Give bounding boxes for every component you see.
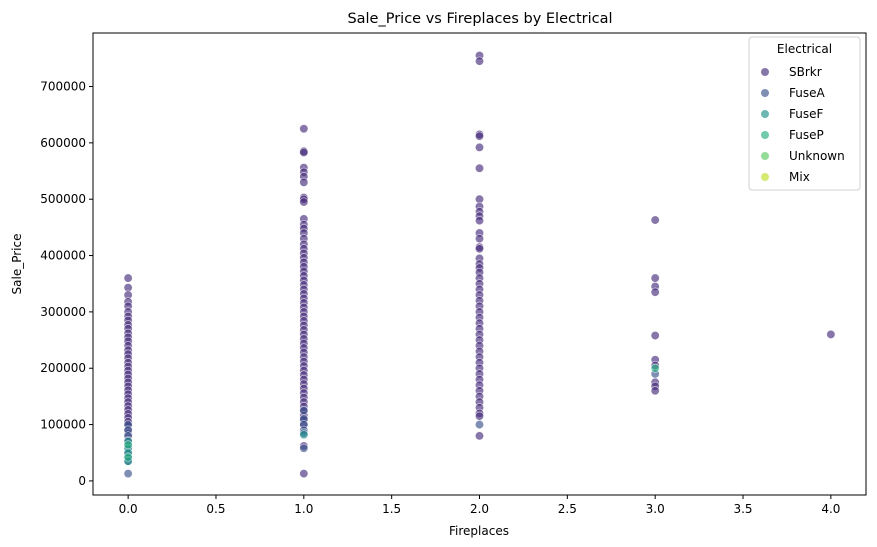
data-point-fusef [299,430,309,440]
legend-label-unknown: Unknown [789,149,845,163]
legend-label-mix: Mix [789,170,810,184]
data-point-sbrkr [474,163,484,173]
data-point-fusea [474,420,484,430]
y-tick-label: 200000 [40,361,86,375]
legend-label-fusea: FuseA [789,86,825,100]
data-point-fusea [123,469,133,479]
data-point-sbrkr [474,131,484,141]
x-axis: 0.0 0.5 1.0 1.5 2.0 2.5 3.0 3.5 4.0 [119,495,840,516]
data-point-fusep [123,440,133,450]
data-point-sbrkr [299,124,309,134]
data-point-sbrkr [650,386,660,396]
data-point-sbrkr [474,431,484,441]
data-point-sbrkr [650,273,660,283]
y-tick-label: 700000 [40,80,86,94]
x-tick-label: 4.0 [821,502,840,516]
legend-label-fusep: FuseP [789,128,824,142]
data-point-sbrkr [650,215,660,225]
data-point-fusea [299,405,309,415]
data-point-sbrkr [299,147,309,157]
data-point-sbrkr [299,469,309,479]
legend: Electrical SBrkr FuseA FuseF FuseP Unknown Mix [748,36,861,191]
x-tick-label: 1.0 [294,502,313,516]
x-tick-label: 3.5 [733,502,752,516]
x-tick-label: 1.5 [382,502,401,516]
data-point-sbrkr [299,177,309,187]
legend-label-sbrkr: SBrkr [789,65,822,79]
legend-marker-fusef [761,110,769,118]
y-tick-label: 0 [78,474,86,488]
legend-title: Electrical [777,42,832,56]
legend-marker-fusea [761,89,769,97]
data-point-sbrkr [474,234,484,244]
data-point-fusep [650,363,660,373]
x-tick-label: 0.0 [119,502,138,516]
y-tick-label: 300000 [40,305,86,319]
y-tick-label: 100000 [40,418,86,432]
data-point-sbrkr [474,216,484,226]
data-point-fusep [123,452,133,462]
data-point-sbrkr [474,56,484,66]
data-point-sbrkr [826,329,836,339]
y-tick-label: 500000 [40,192,86,206]
legend-label-fusef: FuseF [789,107,823,121]
data-point-sbrkr [123,273,133,283]
data-point-sbrkr [474,142,484,152]
data-point-fusea [299,443,309,453]
legend-marker-unknown [761,152,769,160]
x-tick-label: 2.0 [470,502,489,516]
x-axis-label: Fireplaces [449,524,509,538]
legend-box [748,36,861,191]
legend-marker-sbrkr [761,68,769,76]
data-point-sbrkr [474,411,484,421]
y-axis: 0 100000 200000 300000 400000 500000 600000 700… [40,80,93,488]
data-point-sbrkr [650,287,660,297]
chart-title: Sale_Price vs Fireplaces by Electrical [347,11,612,27]
scatter-points [123,51,836,479]
data-point-sbrkr [650,331,660,341]
data-point-sbrkr [474,244,484,254]
y-tick-label: 400000 [40,249,86,263]
data-point-sbrkr [299,197,309,207]
x-tick-label: 2.5 [558,502,577,516]
y-axis-label: Sale_Price [10,234,24,295]
y-tick-label: 600000 [40,136,86,150]
legend-marker-fusep [761,131,769,139]
legend-marker-mix [761,173,769,181]
x-tick-label: 3.0 [646,502,665,516]
x-tick-label: 0.5 [206,502,225,516]
